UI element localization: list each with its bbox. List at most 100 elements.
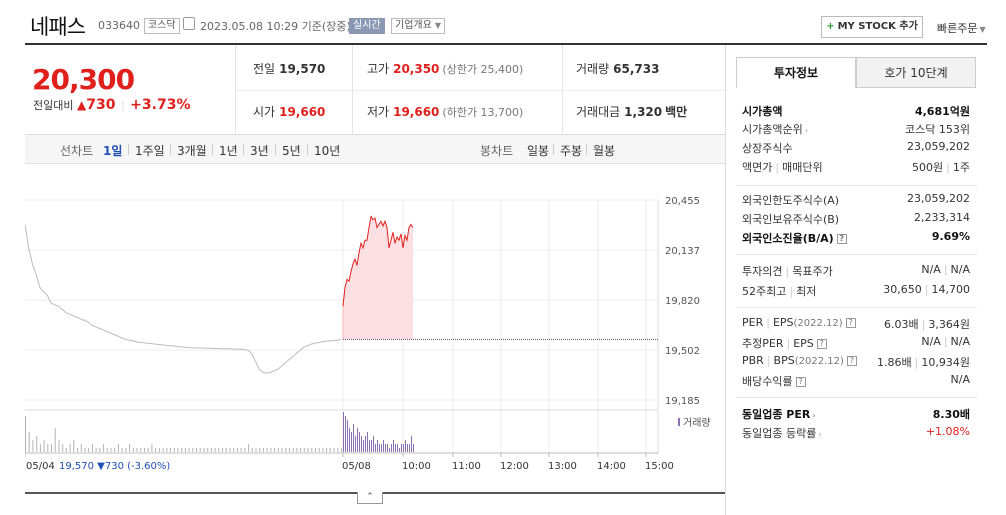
volume-bar <box>303 448 305 452</box>
tab-10y[interactable]: 10년 <box>314 144 341 158</box>
tab-weekly[interactable]: 주봉 <box>560 144 583 158</box>
divider <box>212 144 213 155</box>
tab-3m[interactable]: 3개월 <box>177 144 207 158</box>
help-icon[interactable]: ? <box>846 356 857 366</box>
tab-1y[interactable]: 1년 <box>219 144 238 158</box>
tab-3y[interactable]: 3년 <box>250 144 269 158</box>
volume-bar <box>43 440 45 452</box>
help-icon[interactable]: ? <box>816 339 827 349</box>
foreign-holding-value: 2,233,314 <box>914 211 970 224</box>
x-tick-label: 12:00 <box>500 461 529 472</box>
volume-bar <box>25 416 26 452</box>
clock-icon <box>183 17 195 30</box>
candle-chart-label: 봉차트 <box>480 144 514 158</box>
prev-day-line <box>24 224 342 374</box>
corp-overview-label: 기업개요 <box>395 20 432 31</box>
volume-bar <box>199 448 201 452</box>
prev-close-label: 전일 <box>253 62 276 76</box>
52week-low-text: 최저 <box>796 285 817 298</box>
help-icon[interactable]: ? <box>795 377 806 387</box>
add-mystock-button[interactable]: + MY STOCK 추가 <box>821 16 923 38</box>
volume-bar <box>54 428 56 452</box>
volume-bar <box>248 444 250 452</box>
sector-per-label: 동일업종 PER › <box>742 406 816 422</box>
volume-bar <box>166 448 168 452</box>
high-value: 20,350 <box>393 62 440 76</box>
target-price-value: N/A <box>950 263 970 276</box>
est-eps-text: EPS <box>793 337 814 350</box>
amount-value: 1,320 <box>624 105 663 119</box>
dividend-row: 배당수익률? N/A <box>742 372 970 390</box>
change-label: 전일대비 <box>33 99 74 112</box>
volume-bar <box>341 448 342 452</box>
open-label: 시가 <box>253 105 276 119</box>
trade-unit-label: 매매단위 <box>782 161 823 174</box>
volume-bar <box>315 448 316 452</box>
pbr-value: 1.86배 <box>877 356 912 369</box>
tab-daily[interactable]: 일봉 <box>527 144 550 158</box>
volume-bar <box>395 444 396 452</box>
price-chart[interactable]: 20,455 20,137 19,820 19,502 19,185 거래량 05/04 05… <box>24 164 725 494</box>
stock-code: 033640 <box>98 19 140 32</box>
quick-order-menu[interactable]: 빠른주문 ▼ <box>937 20 986 36</box>
foreign-limit-value: 23,059,202 <box>907 192 970 205</box>
volume-bar <box>144 448 145 452</box>
market-cap-label: 시가총액 <box>742 105 783 118</box>
divider <box>553 144 554 155</box>
volume-bar <box>377 440 378 452</box>
volume-bar <box>103 444 105 452</box>
volume-bar <box>399 448 400 452</box>
volume-bar <box>77 448 78 452</box>
volume-bar <box>411 436 412 452</box>
market-cap-rank-label: 시가총액순위 › <box>742 121 808 137</box>
tab-1w[interactable]: 1주일 <box>135 144 165 158</box>
tab-order-book[interactable]: 호가 10단계 <box>856 57 976 88</box>
volume-bar <box>162 448 164 452</box>
price-lines <box>24 215 658 374</box>
sector-per-row[interactable]: 동일업종 PER › 8.30배 <box>742 405 970 423</box>
per-eps-period: (2022.12) <box>793 318 843 329</box>
volume-bar <box>322 448 324 452</box>
help-icon[interactable]: ? <box>836 234 847 244</box>
volume-bar <box>117 444 119 452</box>
tab-investment-info[interactable]: 투자정보 <box>736 57 856 88</box>
volume-bar <box>307 448 309 452</box>
volume-bar <box>203 448 205 452</box>
stock-header: 네패스 033640 코스닥 2023.05.08 10:29 기준(장중) 실… <box>0 0 1006 45</box>
pbr-bps-row: PBR | BPS(2022.12)? 1.86배 | 10,934원 <box>742 353 970 371</box>
volume-bar <box>84 448 86 452</box>
divider <box>736 397 977 398</box>
corp-overview-dropdown[interactable]: 기업개요 ▼ <box>391 18 445 34</box>
tab-1d[interactable]: 1일 <box>103 144 123 158</box>
volume-bar <box>62 444 64 452</box>
collapse-chart-button[interactable]: ⌃ <box>357 492 383 504</box>
trade-unit-value: 1주 <box>952 161 970 174</box>
volume-bar <box>121 448 123 452</box>
help-icon[interactable]: ? <box>845 318 856 328</box>
dividend-text: 배당수익률 <box>742 375 793 388</box>
est-per-eps-row: 추정PER | EPS? N/A | N/A <box>742 334 970 352</box>
upper-limit: (상한가 25,400) <box>442 63 524 76</box>
volume-bar <box>347 420 348 452</box>
tab-5y[interactable]: 5년 <box>282 144 301 158</box>
volume-bar <box>95 448 97 452</box>
change-percent: +3.73% <box>130 97 191 113</box>
market-cap-rank-row[interactable]: 시가총액순위 › 코스닥 153위 <box>742 120 970 138</box>
per-eps-row: PER | EPS(2022.12)? 6.03배 | 3,364원 <box>742 315 970 333</box>
market-cap-rank-value: 코스닥 153위 <box>905 123 970 136</box>
volume-bar <box>361 436 362 452</box>
volume-bar <box>363 440 364 452</box>
volume-bar <box>196 448 197 452</box>
volume-bar <box>229 448 231 452</box>
sector-per-text: 동일업종 PER <box>742 408 811 421</box>
volume-bar <box>181 448 183 452</box>
current-price: 20,300 <box>32 63 135 96</box>
sector-change-row[interactable]: 동일업종 등락률 › +1.08% <box>742 424 970 442</box>
volume-bar <box>337 448 339 452</box>
volume-bar <box>106 448 108 452</box>
tab-monthly[interactable]: 월봉 <box>593 144 616 158</box>
volume-bar <box>222 448 223 452</box>
volume-bar <box>170 448 171 452</box>
pbr-bps-values: 1.86배 | 10,934원 <box>877 356 970 369</box>
volume-bar <box>397 444 398 452</box>
